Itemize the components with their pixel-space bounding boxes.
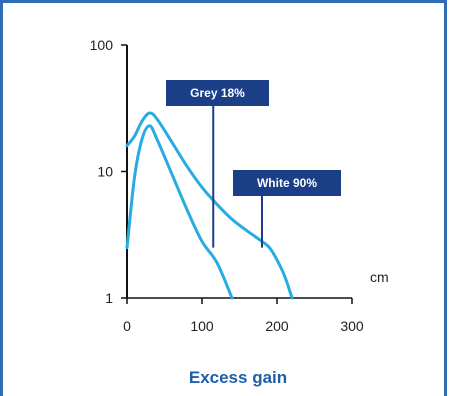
x-tick-label: 300 — [340, 318, 364, 334]
callout-label: White 90% — [257, 176, 317, 190]
chart-title: Excess gain — [189, 368, 287, 387]
series-line-1 — [125, 124, 234, 300]
y-tick-label: 100 — [90, 37, 114, 53]
callout-box — [233, 170, 341, 196]
frame-border-left — [0, 0, 3, 396]
x-tick-label: 100 — [190, 318, 214, 334]
y-tick-label: 1 — [105, 290, 113, 306]
x-ticks: 0 100 200 300 — [123, 298, 364, 334]
callout-label: Grey 18% — [190, 86, 245, 100]
y-ticks: 1 10 100 — [90, 37, 127, 306]
x-axis-unit-label: cm — [370, 269, 389, 285]
x-tick-label: 0 — [123, 318, 131, 334]
callouts: Grey 18% White 90% — [166, 80, 341, 248]
frame-border-right — [444, 0, 447, 396]
y-tick-label: 10 — [97, 164, 113, 180]
frame-border-top — [0, 0, 447, 3]
series-lines — [125, 111, 294, 300]
series-line-2 — [125, 111, 294, 300]
callout-box — [166, 80, 269, 106]
x-tick-label: 200 — [265, 318, 289, 334]
